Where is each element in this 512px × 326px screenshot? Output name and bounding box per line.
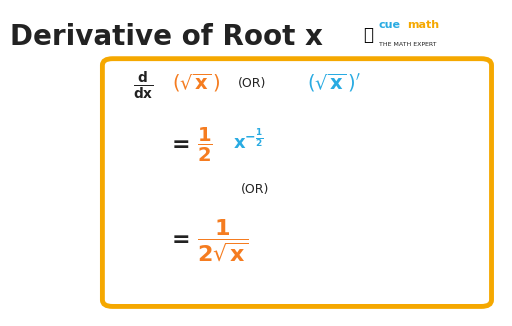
FancyBboxPatch shape	[102, 59, 492, 306]
Text: $(\sqrt{\mathbf{x}}\,)$: $(\sqrt{\mathbf{x}}\,)$	[172, 72, 220, 94]
Text: (OR): (OR)	[241, 183, 269, 196]
Text: $\mathbf{\frac{d}{dx}}$: $\mathbf{\frac{d}{dx}}$	[133, 70, 154, 102]
Text: Derivative of Root x: Derivative of Root x	[10, 23, 323, 51]
Text: THE MATH EXPERT: THE MATH EXPERT	[379, 42, 436, 47]
Text: math: math	[407, 20, 439, 30]
Text: (OR): (OR)	[238, 77, 266, 90]
Text: cue: cue	[379, 20, 401, 30]
Text: $\mathbf{x}^{\mathbf{-\frac{1}{2}}}$: $\mathbf{x}^{\mathbf{-\frac{1}{2}}}$	[233, 128, 264, 153]
Text: $\dfrac{\mathbf{1}}{\mathbf{2}\sqrt{\mathbf{x}}}$: $\dfrac{\mathbf{1}}{\mathbf{2}\sqrt{\mat…	[197, 217, 249, 262]
Text: $(\sqrt{\mathbf{x}}\,)'$: $(\sqrt{\mathbf{x}}\,)'$	[307, 72, 361, 94]
Text: $\dfrac{\mathbf{1}}{\mathbf{2}}$: $\dfrac{\mathbf{1}}{\mathbf{2}}$	[197, 126, 212, 164]
Text: 🚀: 🚀	[364, 26, 374, 44]
Text: =: =	[172, 135, 190, 155]
Text: =: =	[172, 230, 190, 250]
